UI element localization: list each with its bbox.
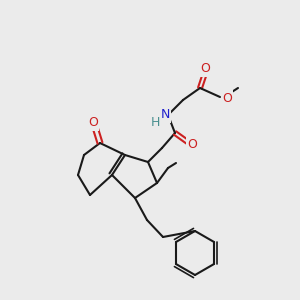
Text: H: H	[150, 116, 160, 130]
Text: O: O	[200, 62, 210, 76]
Text: N: N	[160, 109, 170, 122]
Text: O: O	[88, 116, 98, 130]
Text: O: O	[222, 92, 232, 104]
Text: O: O	[187, 139, 197, 152]
